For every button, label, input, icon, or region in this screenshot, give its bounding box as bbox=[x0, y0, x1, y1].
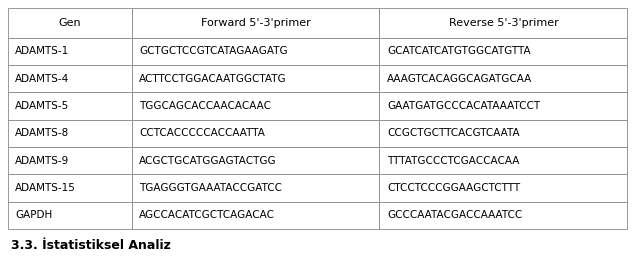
Text: GCATCATCATGTGGCATGTTA: GCATCATCATGTGGCATGTTA bbox=[387, 46, 531, 56]
Text: Reverse 5'-3'primer: Reverse 5'-3'primer bbox=[448, 18, 558, 28]
Bar bbox=[131, 38, 380, 65]
Text: ACTTCCTGGACAATGGCTATG: ACTTCCTGGACAATGGCTATG bbox=[139, 74, 287, 84]
Bar bbox=[131, 8, 380, 38]
Text: ADAMTS-8: ADAMTS-8 bbox=[15, 128, 69, 138]
Bar bbox=[380, 201, 627, 229]
Text: AGCCACATCGCTCAGACAC: AGCCACATCGCTCAGACAC bbox=[139, 210, 275, 220]
Bar bbox=[8, 38, 131, 65]
Text: ADAMTS-5: ADAMTS-5 bbox=[15, 101, 69, 111]
Bar bbox=[8, 65, 131, 92]
Text: ADAMTS-15: ADAMTS-15 bbox=[15, 183, 76, 193]
Bar bbox=[131, 65, 380, 92]
Text: GAPDH: GAPDH bbox=[15, 210, 53, 220]
Bar bbox=[131, 92, 380, 120]
Text: GCTGCTCCGTCATAGAAGATG: GCTGCTCCGTCATAGAAGATG bbox=[139, 46, 288, 56]
Bar bbox=[380, 120, 627, 147]
Text: ACGCTGCATGGAGTACTGG: ACGCTGCATGGAGTACTGG bbox=[139, 155, 277, 166]
Text: CTCCTCCCGGAAGCTCTTT: CTCCTCCCGGAAGCTCTTT bbox=[387, 183, 520, 193]
Bar bbox=[8, 8, 131, 38]
Text: 3.3. İstatistiksel Analiz: 3.3. İstatistiksel Analiz bbox=[11, 239, 171, 252]
Bar bbox=[380, 92, 627, 120]
Bar bbox=[8, 174, 131, 201]
Text: ADAMTS-1: ADAMTS-1 bbox=[15, 46, 69, 56]
Text: GAATGATGCCCACATAAATCCT: GAATGATGCCCACATAAATCCT bbox=[387, 101, 540, 111]
Text: CCTCACCCCCACCAATTA: CCTCACCCCCACCAATTA bbox=[139, 128, 265, 138]
Text: TTTATGCCCTCGACCACAA: TTTATGCCCTCGACCACAA bbox=[387, 155, 519, 166]
Bar bbox=[8, 92, 131, 120]
Bar bbox=[131, 147, 380, 174]
Text: CCGCTGCTTCACGTCAATA: CCGCTGCTTCACGTCAATA bbox=[387, 128, 519, 138]
Bar bbox=[380, 147, 627, 174]
Bar bbox=[131, 174, 380, 201]
Bar bbox=[8, 147, 131, 174]
Text: Gen: Gen bbox=[58, 18, 81, 28]
Text: GCCCAATACGACCAAATCC: GCCCAATACGACCAAATCC bbox=[387, 210, 523, 220]
Text: Forward 5'-3'primer: Forward 5'-3'primer bbox=[201, 18, 311, 28]
Bar bbox=[131, 201, 380, 229]
Text: TGAGGGTGAAATACCGATCC: TGAGGGTGAAATACCGATCC bbox=[139, 183, 282, 193]
Text: TGGCAGCACCAACACAAC: TGGCAGCACCAACACAAC bbox=[139, 101, 271, 111]
Bar bbox=[380, 174, 627, 201]
Bar bbox=[380, 65, 627, 92]
Text: ADAMTS-4: ADAMTS-4 bbox=[15, 74, 69, 84]
Bar bbox=[8, 201, 131, 229]
Text: AAAGTCACAGGCAGATGCAA: AAAGTCACAGGCAGATGCAA bbox=[387, 74, 532, 84]
Text: ADAMTS-9: ADAMTS-9 bbox=[15, 155, 69, 166]
Bar bbox=[131, 120, 380, 147]
Bar bbox=[380, 8, 627, 38]
Bar bbox=[380, 38, 627, 65]
Bar bbox=[8, 120, 131, 147]
